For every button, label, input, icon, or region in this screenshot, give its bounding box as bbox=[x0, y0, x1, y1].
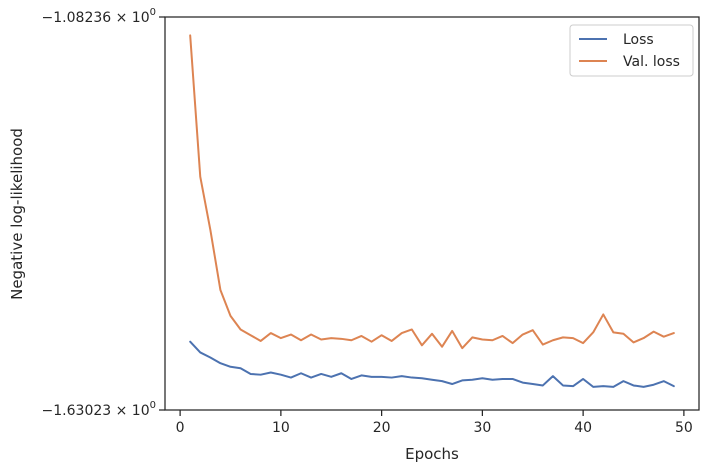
x-tick-label-10: 10 bbox=[272, 420, 290, 436]
legend-label-val-loss: Val. loss bbox=[623, 54, 680, 70]
x-tick-label-20: 20 bbox=[373, 420, 391, 436]
legend-box bbox=[569, 24, 694, 77]
y-tick-exponent: 0 bbox=[150, 7, 156, 18]
y-tick-mantissa: −1.08236 × 10 bbox=[42, 10, 150, 26]
x-tick-label-50: 50 bbox=[675, 420, 693, 436]
series-line-val-loss bbox=[189, 34, 675, 350]
series-lines bbox=[189, 34, 675, 388]
y-tick-label-0: −1.08236 × 100 bbox=[42, 7, 156, 26]
plot-frame bbox=[164, 16, 700, 411]
x-tick-label-40: 40 bbox=[574, 420, 592, 436]
plot-area bbox=[165, 17, 699, 410]
plot-background bbox=[165, 17, 699, 410]
x-axis-label: Epochs bbox=[405, 445, 459, 463]
x-tick-label-0: 0 bbox=[176, 420, 185, 436]
y-tick-label-1: −1.63023 × 100 bbox=[42, 400, 156, 419]
legend-label-loss: Loss bbox=[623, 32, 654, 48]
x-tick-label-30: 30 bbox=[473, 420, 491, 436]
series-line-loss bbox=[189, 340, 675, 388]
axis-ticks: 0 10 20 30 40 50−1.08236 × 100−1.63023 × 100 bbox=[42, 7, 693, 436]
y-tick-mantissa: −1.63023 × 10 bbox=[42, 403, 150, 419]
y-tick-exponent: 0 bbox=[150, 400, 156, 411]
legend: Loss Val. loss bbox=[569, 24, 694, 77]
y-axis-label: Negative log-likelihood bbox=[8, 128, 26, 300]
